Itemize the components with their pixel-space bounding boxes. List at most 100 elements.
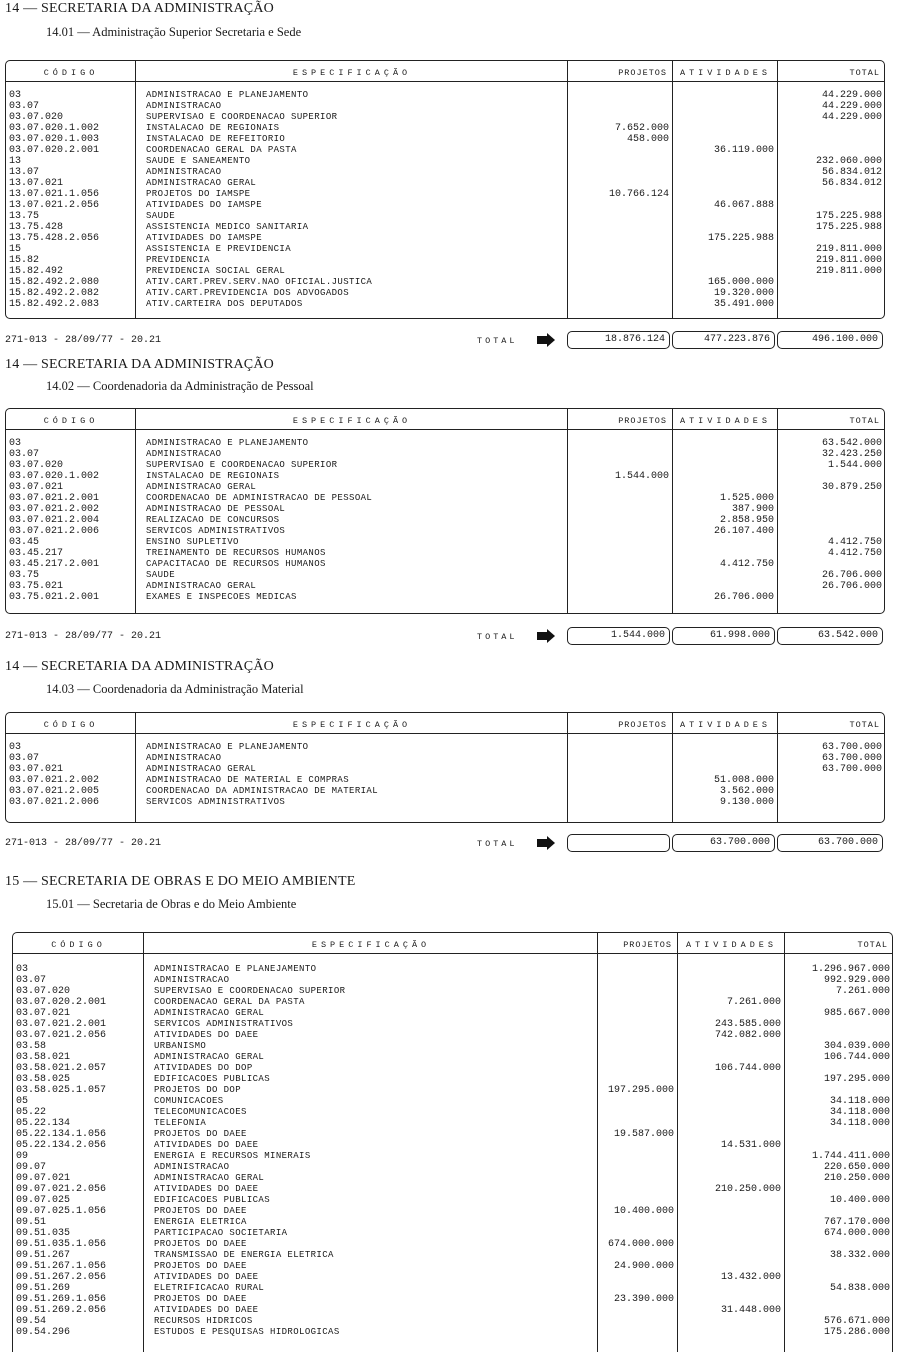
cell-code: 03.58.021.2.057 [16, 1063, 107, 1074]
cell-proj [598, 1217, 678, 1228]
cell-proj [598, 1305, 678, 1316]
column-header-atividades: ATIVIDADES [679, 416, 771, 426]
table-row: 13.75 SAUDE 175.225.988 [6, 211, 884, 222]
cell-proj [598, 1228, 678, 1239]
cell-code: 03.07.021 [9, 764, 64, 775]
cell-proj [568, 764, 673, 775]
cell-ativ [673, 449, 778, 460]
cell-total [785, 1239, 892, 1250]
table-row: 09.51.269.2.056 ATIVIDADES DO DAEE 31.448.… [13, 1305, 892, 1316]
cell-spec: ENSINO SUPLETIVO [146, 537, 239, 547]
cell-spec: ADMINISTRACAO GERAL [146, 482, 257, 492]
cell-ativ [678, 1261, 785, 1272]
cell-ativ [673, 548, 778, 559]
cell-proj: 10.400.000 [613, 1206, 674, 1217]
cell-total: 34.118.000 [829, 1107, 890, 1118]
table-row: 13.07.021 ADMINISTRACAO GERAL 56.834.012 [6, 178, 884, 189]
cell-code: 09 [16, 1151, 29, 1162]
cell-code: 15.82.492 [9, 266, 64, 277]
section-title: 15 — SECRETARIA DE OBRAS E DO MEIO AMBIE… [5, 874, 356, 889]
cell-ativ: 46.067.888 [713, 200, 774, 211]
table-row: 03.07.021 ADMINISTRACAO GERAL 63.700.000 [6, 764, 884, 775]
table-row: 03.07.021.2.002 ADMINISTRACAO DE MATERIAL… [6, 775, 884, 786]
cell-spec: ATIV.CARTEIRA DOS DEPUTADOS [146, 299, 303, 309]
cell-ativ [678, 1096, 785, 1107]
column-divider [135, 61, 136, 318]
table-row: 09.51 ENERGIA ELETRICA 767.170.000 [13, 1217, 892, 1228]
cell-code: 13.75.428.2.056 [9, 233, 100, 244]
print-id: 271-013 - 28/09/77 - 20.21 [5, 838, 162, 849]
table-row: 09.54.296 ESTUDOS E PESQUISAS HIDROLOGICA… [13, 1327, 892, 1338]
cell-total: 106.744.000 [823, 1052, 890, 1063]
cell-ativ: 210.250.000 [714, 1184, 781, 1195]
cell-ativ [678, 1173, 785, 1184]
cell-ativ [678, 1052, 785, 1063]
cell-code: 09.54 [16, 1316, 47, 1327]
cell-total: 985.667.000 [823, 1008, 890, 1019]
cell-proj [598, 1118, 678, 1129]
cell-ativ [673, 244, 778, 255]
cell-total: 232.060.000 [815, 156, 882, 167]
cell-total [785, 1030, 892, 1041]
table-row: 15.82.492.2.083 ATIV.CARTEIRA DOS DEPUTAD… [6, 299, 884, 310]
table-row: 03.07.021 ADMINISTRACAO GERAL 30.879.250 [6, 482, 884, 493]
table-row: 03.75.021.2.001 EXAMES E INSPECOES MEDICA… [6, 592, 884, 603]
cell-total [778, 592, 884, 603]
cell-spec: ELETRIFICACAO RURAL [154, 1283, 265, 1293]
cell-proj: 10.766.124 [608, 189, 669, 200]
cell-code: 13 [9, 156, 22, 167]
cell-ativ [678, 1327, 785, 1338]
cell-ativ [678, 1107, 785, 1118]
cell-proj [598, 1250, 678, 1261]
table-row: 09.51.267.1.056 PROJETOS DO DAEE 24.900.00… [13, 1261, 892, 1272]
cell-code: 15.82 [9, 255, 40, 266]
cell-total: 4.412.750 [827, 548, 882, 559]
section-title: 14 — SECRETARIA DA ADMINISTRAÇÃO [5, 1, 274, 16]
cell-spec: ADMINISTRACAO DE MATERIAL E COMPRAS [146, 775, 350, 785]
cell-spec: EDIFICACOES PUBLICAS [154, 1074, 271, 1084]
cell-total [778, 493, 884, 504]
cell-proj [568, 786, 673, 797]
table-row: 09.54 RECURSOS HIDRICOS 576.671.000 [13, 1316, 892, 1327]
table-row: 03.07 ADMINISTRACAO 32.423.250 [6, 449, 884, 460]
cell-total: 219.811.000 [815, 255, 882, 266]
cell-code: 03.07.020.1.003 [9, 134, 100, 145]
cell-proj [568, 200, 673, 211]
cell-proj [568, 112, 673, 123]
table-row: 03.75 SAUDE 26.706.000 [6, 570, 884, 581]
table-row: 13.07.021.1.056 PROJETOS DO IAMSPE 10.766.… [6, 189, 884, 200]
cell-total: 197.295.000 [823, 1074, 890, 1085]
table-header: CÓDIGO ESPECIFICAÇÃO PROJETOS ATIVIDADES TOT… [6, 713, 884, 734]
arrow-right-icon [537, 836, 555, 850]
table-row: 03.07.021.2.001 SERVICOS ADMINISTRATIVOS 2… [13, 1019, 892, 1030]
cell-spec: SAUDE E SANEAMENTO [146, 156, 251, 166]
column-header-especificacao: ESPECIFICAÇÃO [292, 720, 412, 730]
cell-ativ [673, 764, 778, 775]
cell-code: 03.07.020.1.002 [9, 123, 100, 134]
cell-code: 03.07.021.2.005 [9, 786, 100, 797]
cell-total: 674.000.000 [823, 1228, 890, 1239]
column-header-projetos: PROJETOS [618, 720, 667, 730]
table-header: CÓDIGO ESPECIFICAÇÃO PROJETOS ATIVIDADES TOT… [6, 61, 884, 82]
cell-spec: ADMINISTRACAO E PLANEJAMENTO [146, 438, 309, 448]
cell-proj [598, 975, 678, 986]
cell-proj [568, 449, 673, 460]
column-header-codigo: CÓDIGO [43, 416, 99, 426]
cell-spec: ADMINISTRACAO GERAL [146, 764, 257, 774]
cell-proj [568, 211, 673, 222]
table-row: 03.07.021.2.004 REALIZACAO DE CONCURSOS 2.… [6, 515, 884, 526]
table-row: 03.07 ADMINISTRACAO 63.700.000 [6, 753, 884, 764]
cell-spec: ADMINISTRACAO [154, 1162, 230, 1172]
cell-total [778, 277, 884, 288]
cell-code: 09.51.267.2.056 [16, 1272, 107, 1283]
cell-spec: ATIVIDADES DO DAEE [154, 1272, 259, 1282]
cell-total [778, 559, 884, 570]
cell-spec: TREINAMENTO DE RECURSOS HUMANOS [146, 548, 326, 558]
table-row: 15.82.492 PREVIDENCIA SOCIAL GERAL 219.811… [6, 266, 884, 277]
table-row: 05.22.134.2.056 ATIVIDADES DO DAEE 14.531.… [13, 1140, 892, 1151]
cell-total [778, 145, 884, 156]
cell-spec: EXAMES E INSPECOES MEDICAS [146, 592, 297, 602]
table-header: CÓDIGO ESPECIFICAÇÃO PROJETOS ATIVIDADES TOT… [13, 933, 892, 954]
table-row: 03.07 ADMINISTRACAO 992.929.000 [13, 975, 892, 986]
cell-total [785, 1129, 892, 1140]
